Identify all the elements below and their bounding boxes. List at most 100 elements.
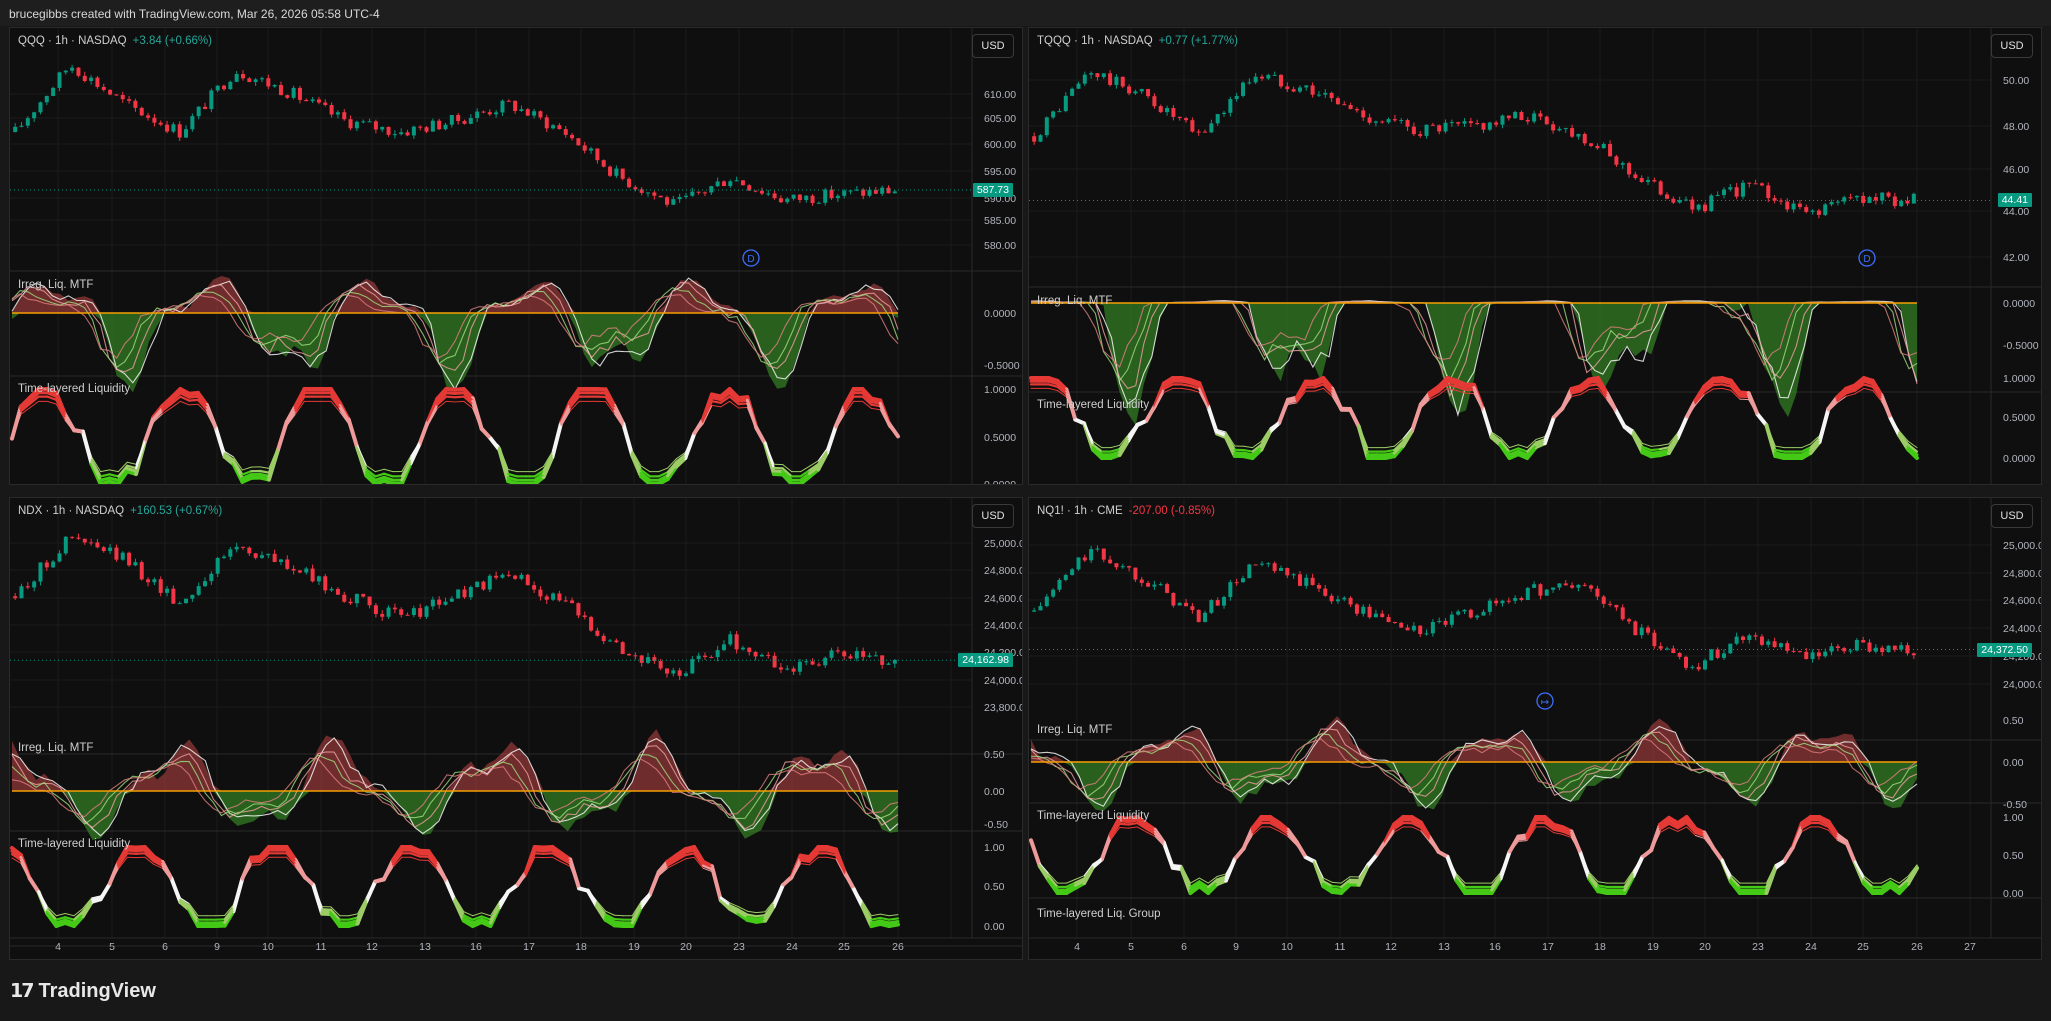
candle-body	[1405, 627, 1410, 631]
symbol-header[interactable]: NQ1! · 1h · CME -207.00 (-0.85%)	[1037, 505, 1215, 517]
symbol-header[interactable]: TQQQ · 1h · NASDAQ +0.77 (+1.77%)	[1037, 35, 1238, 47]
candle-body	[1070, 569, 1075, 575]
indicator2-segment	[551, 856, 562, 863]
candle	[1133, 89, 1138, 95]
indicator2-segment	[1526, 821, 1538, 840]
currency-button[interactable]: USD	[1991, 504, 2033, 528]
indicator1-label[interactable]: Irreg. Liq. MTF	[1037, 724, 1113, 736]
indicator2-segment	[702, 404, 713, 425]
indicator2-segment	[46, 908, 58, 921]
indicator2-segment	[1774, 445, 1785, 449]
candle-body	[639, 189, 644, 193]
indicator2-segment	[1358, 424, 1369, 449]
signal-marker-label: ↦	[1541, 697, 1549, 708]
candle-body	[595, 148, 600, 161]
candle	[291, 85, 296, 100]
tradingview-logo[interactable]: 𝟭𝟳 TradingView	[10, 980, 156, 1003]
chart-canvas[interactable]: 25,000.0024,800.0024,600.0024,400.0024,2…	[1029, 498, 2042, 960]
symbol-header[interactable]: QQQ · 1h · NASDAQ +3.84 (+0.66%)	[18, 35, 212, 47]
symbol-title[interactable]: NQ1! · 1h · CME	[1037, 505, 1123, 517]
chart-canvas[interactable]: 610.00605.00600.00595.00590.00585.00580.…	[10, 28, 1023, 485]
indicator2-segment	[1659, 443, 1670, 446]
indicator2-segment	[1888, 882, 1901, 892]
candle	[1057, 108, 1062, 113]
chart-panel-tqqq[interactable]: 50.00 48.00 46.00 44.00 42.00 0.0000 -0.5000 1.…	[1028, 27, 2042, 485]
indicator2-segment	[1207, 878, 1219, 889]
indicator2-segment	[1030, 843, 1041, 864]
candle-body	[1639, 178, 1644, 183]
indicator2-segment	[72, 914, 85, 928]
chart-panel-nq[interactable]: 25,000.0024,800.0024,600.0024,400.0024,2…	[1028, 497, 2042, 960]
symbol-title[interactable]: TQQQ · 1h · NASDAQ	[1037, 35, 1153, 47]
chart-canvas[interactable]: 25,000.0024,800.0024,600.0024,400.0024,2…	[10, 498, 1023, 960]
candle	[823, 656, 828, 668]
chart-canvas[interactable]: 50.0048.0046.0044.0042.000.0000-0.50001.…	[1029, 28, 2042, 485]
indicator1-label[interactable]: Irreg. Liq. MTF	[18, 279, 94, 291]
indicator2-segment	[1801, 826, 1812, 833]
candle-body	[184, 129, 189, 138]
indicator2-segment	[1331, 881, 1342, 884]
indicator3-label[interactable]: Time-layered Liq. Group	[1037, 908, 1161, 920]
indicator1-label[interactable]: Irreg. Liq. MTF	[18, 742, 94, 754]
symbol-title[interactable]: NDX · 1h · NASDAQ	[18, 505, 125, 517]
indicator2-segment	[28, 395, 40, 406]
candle-body	[1696, 666, 1701, 670]
currency-button[interactable]: USD	[1991, 34, 2033, 58]
candle-body	[1525, 119, 1530, 122]
indicator2-label[interactable]: Time-layered Liquidity	[1037, 810, 1150, 822]
indicator2-label[interactable]: Time-layered Liquidity	[18, 383, 131, 395]
symbol-title[interactable]: QQQ · 1h · NASDAQ	[18, 35, 127, 47]
candle-body	[544, 117, 549, 129]
signal-marker-icon[interactable]: D	[1858, 249, 1876, 267]
candle	[816, 662, 821, 667]
indicator2-segment	[1800, 448, 1813, 457]
indicator2-segment	[400, 457, 412, 478]
candle-body	[1766, 641, 1771, 645]
candle-body	[525, 109, 530, 116]
candle-body	[557, 593, 562, 601]
candle	[785, 665, 790, 671]
candle	[1513, 110, 1518, 119]
signal-marker-icon[interactable]: D	[742, 249, 760, 267]
signal-marker-icon[interactable]: ↦	[1536, 692, 1554, 710]
indicator2-segment	[295, 400, 305, 415]
indicator2-segment	[258, 852, 271, 863]
indicator2-segment	[143, 852, 155, 863]
symbol-header[interactable]: NDX · 1h · NASDAQ +160.53 (+0.67%)	[18, 505, 222, 517]
candle	[57, 71, 62, 92]
candle	[1734, 182, 1739, 200]
candle	[1152, 580, 1157, 590]
candle-body	[272, 553, 277, 562]
indicator2-segment	[1277, 826, 1290, 836]
candle-body	[1608, 603, 1613, 605]
candle-body	[411, 608, 416, 616]
chart-panel-qqq[interactable]: 610.00 605.00 600.00 595.00 590.00 585.00 580.…	[9, 27, 1023, 485]
currency-button[interactable]: USD	[972, 504, 1014, 528]
candle-body	[620, 642, 625, 654]
currency-button[interactable]: USD	[972, 34, 1014, 58]
indicator2-label[interactable]: Time-layered Liquidity	[18, 838, 131, 850]
candle-body	[1487, 600, 1492, 612]
candle	[1367, 113, 1372, 125]
candle-body	[1848, 197, 1853, 199]
indicator2-segment	[1570, 837, 1581, 854]
candle-body	[683, 195, 688, 197]
indicator1-tick-label: -0.5000	[984, 360, 1020, 372]
indicator2-segment	[729, 400, 740, 409]
chart-panel-ndx[interactable]: 25,000.0024,800.0024,600.0024,400.0024,2…	[9, 497, 1023, 960]
indicator2-segment	[1667, 822, 1679, 830]
indicator2-tick-label: 0.00	[2003, 888, 2024, 900]
candle-body	[823, 657, 828, 666]
candle	[740, 645, 745, 651]
candle-body	[532, 585, 537, 590]
indicator2-segment	[1083, 421, 1094, 442]
indicator2-label[interactable]: Time-layered Liquidity	[1037, 399, 1150, 411]
candle-body	[740, 180, 745, 186]
indicator2-segment	[91, 456, 102, 473]
candle-body	[1335, 98, 1340, 105]
candle	[601, 633, 606, 645]
candle-body	[709, 656, 714, 658]
candle-body	[848, 190, 853, 192]
indicator1-label[interactable]: Irreg. Liq. MTF	[1037, 295, 1113, 307]
indicator2-tick-label: 0.50	[984, 881, 1005, 893]
